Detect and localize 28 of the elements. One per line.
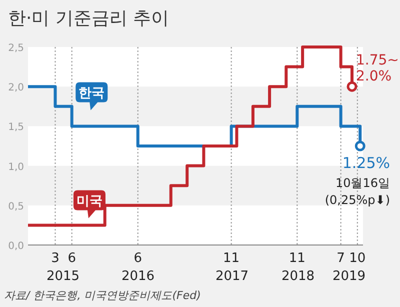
callout-box: 미국 xyxy=(73,190,106,218)
y-tick-label: 2,5 xyxy=(8,43,24,54)
text: 2018 xyxy=(281,269,315,284)
callout-box: 한국 xyxy=(76,82,108,110)
annotation: 10월16일 xyxy=(335,176,390,190)
y-tick-label: 0,5 xyxy=(8,201,24,212)
x-tick-label: 11 xyxy=(288,251,306,266)
text: 2019 xyxy=(332,269,366,284)
annotation: 1.25% xyxy=(342,154,390,172)
y-tick-label: 1,0 xyxy=(8,162,24,173)
annotation: (0,25%p⬇) xyxy=(324,193,390,207)
series-label: 미국 xyxy=(76,194,102,210)
x-tick-label: 6 xyxy=(134,251,142,266)
text: 2016 xyxy=(121,269,155,284)
x-tick-label: 11 xyxy=(223,251,240,266)
y-tick-label: 2,0 xyxy=(8,82,24,94)
x-tick-label: 10 xyxy=(349,251,366,266)
y-tick-label: 1,5 xyxy=(8,122,24,134)
text: 2015 xyxy=(46,269,80,284)
annotation: 1.75~ 2.0% xyxy=(356,52,399,85)
text: 2017 xyxy=(215,269,249,284)
x-tick-label: 7 xyxy=(336,251,345,266)
x-tick-label: 3 xyxy=(51,251,60,266)
y-tick-label: 0,0 xyxy=(8,241,24,252)
series-label: 한국 xyxy=(78,86,105,102)
chart-title: 한·미 기준금리 추이 xyxy=(8,8,170,29)
x-tick-label: 6 xyxy=(68,251,76,266)
text: 자료/ 한국은행, 미국연방준비제도(Fed) xyxy=(4,289,201,302)
